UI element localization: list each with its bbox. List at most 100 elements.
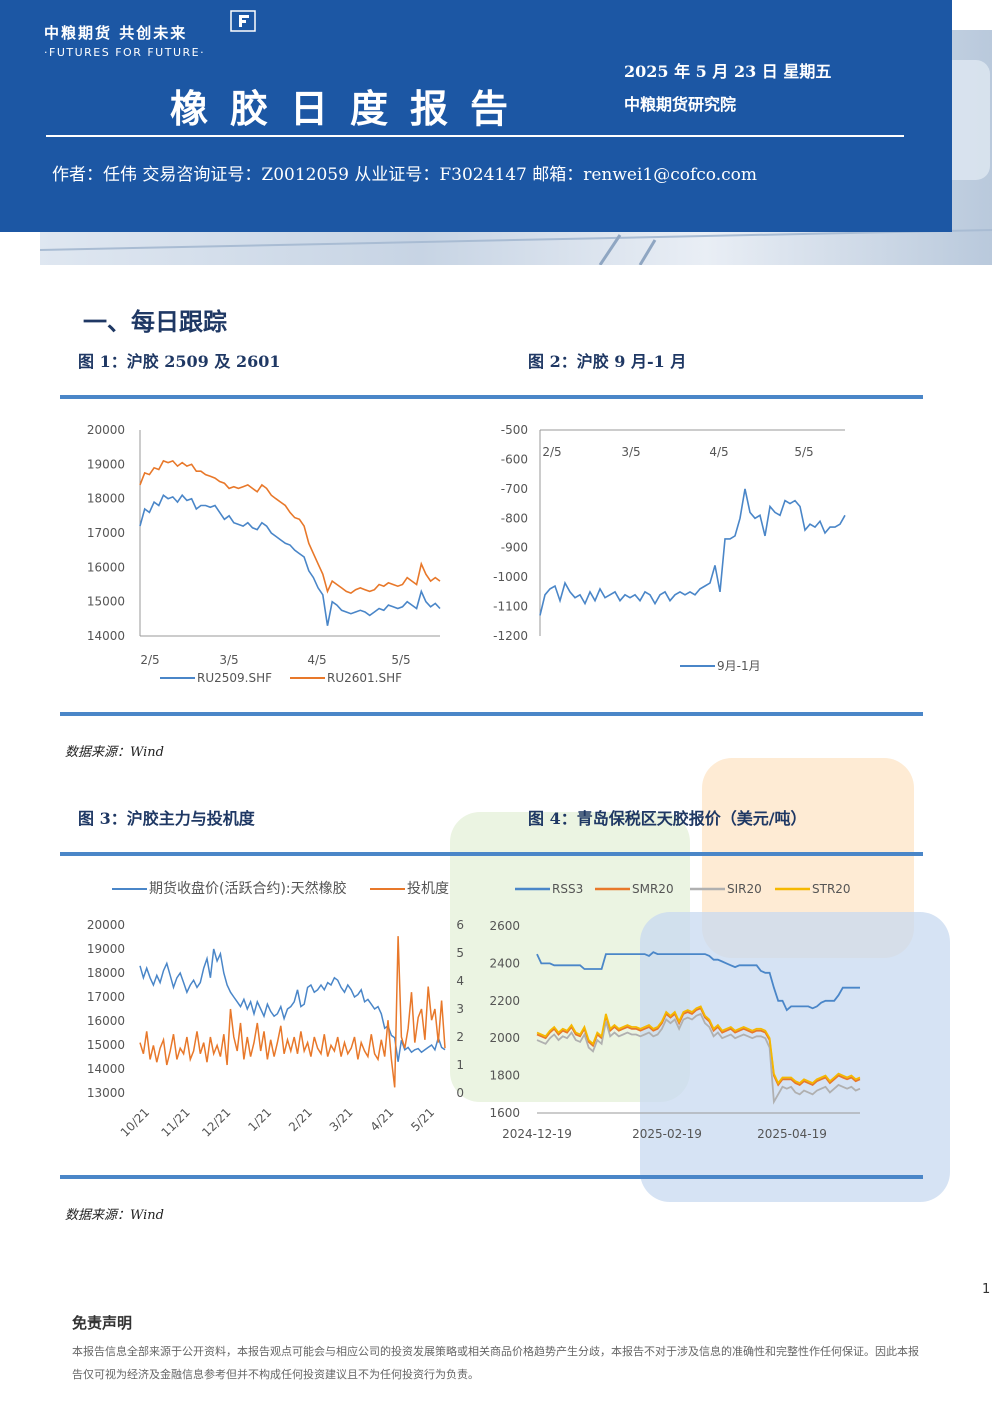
fig3-x-tick-label: 10/21 — [118, 1105, 152, 1139]
fig3-title: 图 3：沪胶主力与投机度 — [78, 809, 255, 828]
fig4-y-tick-label: 1600 — [489, 1106, 520, 1120]
fig3-y2-tick-label: 0 — [456, 1086, 464, 1100]
fig1-legend-label: RU2509.SHF — [197, 671, 272, 685]
section-title: 一、每日跟踪 — [83, 308, 227, 336]
fig3-chart: 20000 19000 18000 17000 16000 15000 14000 13000… — [87, 880, 464, 1140]
fig4-chart: 2600 2400 2200 2000 1800 1600 2024-12-19 2025-0… — [489, 882, 861, 1141]
fig2-x-tick-label: 5/5 — [794, 445, 813, 459]
fig4-series-line — [536, 951, 860, 1012]
fig1-x-tick-label: 5/5 — [391, 653, 410, 667]
fig3-y2-tick-label: 5 — [456, 946, 464, 960]
fig3-legend-label: 投机度 — [407, 881, 449, 897]
fig4-y-tick-label: 2200 — [489, 994, 520, 1008]
fig4-legend-label: SMR20 — [632, 882, 674, 896]
fig3-y2-tick-label: 3 — [456, 1002, 464, 1016]
report-date: 2025 年 5 月 23 日 星期五 — [624, 62, 832, 81]
fig1-y-tick-label: 16000 — [87, 560, 125, 574]
fig3-y-tick-label: 15000 — [87, 1038, 125, 1052]
fig4-series-line — [536, 1005, 861, 1085]
fig1-chart: 20000 19000 18000 17000 16000 15000 14000 2/5 3/… — [87, 423, 441, 685]
fig2-title: 图 2：沪胶 9 月-1 月 — [528, 352, 687, 371]
disclaimer-text: 本报告信息全部来源于公开资料，本报告观点可能会与相应公司的投资发展策略或相关商品… — [72, 1345, 919, 1381]
logo-mark-icon — [230, 10, 256, 32]
fig3-y2-tick-label: 2 — [456, 1030, 464, 1044]
fig4-legend-label: RSS3 — [552, 882, 583, 896]
data-source-1: 数据来源：Wind — [65, 745, 164, 760]
fig4-x-tick-label: 2025-04-19 — [757, 1127, 827, 1141]
fig1-y-tick-label: 18000 — [87, 492, 125, 506]
fig1-y-tick-label: 14000 — [87, 629, 125, 643]
fig4-y-tick-label: 2400 — [489, 956, 520, 970]
fig3-x-tick-label: 1/21 — [245, 1105, 274, 1134]
fig3-y-tick-label: 16000 — [87, 1014, 125, 1028]
fig4-series-line — [536, 1007, 861, 1087]
logo-english: ·FUTURES FOR FUTURE· — [44, 46, 206, 59]
fig3-x-tick-label: 12/21 — [199, 1105, 233, 1139]
fig2-y-tick-label: -700 — [501, 482, 528, 496]
fig3-y-tick-label: 20000 — [87, 918, 125, 932]
fig2-y-tick-label: -1000 — [493, 570, 528, 584]
fig4-x-tick-label: 2025-02-19 — [632, 1127, 702, 1141]
fig3-y2-tick-label: 4 — [456, 974, 464, 988]
fig1-y-tick-label: 17000 — [87, 526, 125, 540]
fig3-series-line — [139, 948, 446, 1062]
fig2-y-tick-label: -800 — [501, 511, 528, 525]
fig1-x-tick-label: 3/5 — [219, 653, 238, 667]
fig2-y-tick-label: -500 — [501, 423, 528, 437]
fig1-series-line — [139, 459, 441, 594]
fig2-x-tick-label: 3/5 — [621, 445, 640, 459]
fig2-y-tick-label: -900 — [501, 541, 528, 555]
fig2-y-tick-label: -1100 — [493, 600, 528, 614]
author-line: 作者：任伟 交易咨询证号：Z0012059 从业证号：F3024147 邮箱：r… — [52, 165, 758, 185]
figure-row2-top-rule — [60, 852, 923, 856]
fig2-legend-label: 9月-1月 — [717, 659, 761, 673]
fig1-y-tick-label: 20000 — [87, 423, 125, 437]
fig1-y-tick-label: 19000 — [87, 457, 125, 471]
fig2-y-tick-label: -600 — [501, 452, 528, 466]
fig3-y2-tick-label: 1 — [456, 1058, 464, 1072]
fig3-x-tick-label: 5/21 — [408, 1105, 437, 1134]
fig4-y-tick-label: 2000 — [489, 1031, 520, 1045]
figure-row1-top-rule — [60, 395, 923, 399]
fig3-y-tick-label: 13000 — [87, 1086, 125, 1100]
fig2-x-tick-label: 2/5 — [542, 445, 561, 459]
fig1-y-tick-label: 15000 — [87, 595, 125, 609]
fig1-title: 图 1：沪胶 2509 及 2601 — [78, 352, 281, 371]
fig3-y-tick-label: 14000 — [87, 1062, 125, 1076]
research-institute: 中粮期货研究院 — [624, 95, 737, 114]
fig3-x-tick-label: 2/21 — [286, 1105, 315, 1134]
fig3-legend-label: 期货收盘价(活跃合约):天然橡胶 — [149, 880, 347, 897]
fig1-x-tick-label: 4/5 — [307, 653, 326, 667]
fig1-x-tick-label: 2/5 — [140, 653, 159, 667]
fig4-legend-label: STR20 — [812, 882, 851, 896]
fig4-y-tick-label: 1800 — [489, 1069, 520, 1083]
fig2-x-tick-label: 4/5 — [709, 445, 728, 459]
figure-row1-bottom-rule — [60, 712, 923, 716]
fig3-series-line — [139, 936, 446, 1088]
figure-row2-bottom-rule — [60, 1175, 923, 1179]
fig4-title: 图 4：青岛保税区天胶报价（美元/吨） — [528, 809, 807, 828]
fig3-y-tick-label: 17000 — [87, 990, 125, 1004]
fig4-y-tick-label: 2600 — [489, 919, 520, 933]
company-logo: 中粮期货 共创未来 ·FUTURES FOR FUTURE· — [44, 22, 205, 59]
fig1-series-line — [139, 493, 441, 626]
header-divider — [46, 135, 904, 137]
fig2-series-line — [539, 488, 846, 616]
fig3-x-tick-label: 11/21 — [158, 1105, 192, 1139]
fig1-legend-label: RU2601.SHF — [327, 671, 402, 685]
data-source-2: 数据来源：Wind — [65, 1208, 164, 1223]
disclaimer-title: 免责声明 — [72, 1314, 133, 1332]
fig4-legend-label: SIR20 — [727, 882, 762, 896]
fig3-y2-tick-label: 6 — [456, 918, 464, 932]
fig3-y-tick-label: 19000 — [87, 942, 125, 956]
fig3-y-tick-label: 18000 — [87, 966, 125, 980]
logo-chinese: 中粮期货 共创未来 — [44, 24, 188, 42]
fig4-x-tick-label: 2024-12-19 — [502, 1127, 572, 1141]
fig3-x-tick-label: 4/21 — [367, 1105, 396, 1134]
fig4-series-line — [536, 1012, 861, 1105]
header-band: 中粮期货 共创未来 ·FUTURES FOR FUTURE· 橡胶日度报告 20… — [0, 0, 952, 232]
fig2-chart: -500 -600 -700 -800 -900 -1000 -1100 -1200 2/5 3/… — [493, 423, 846, 673]
fig3-x-tick-label: 3/21 — [327, 1105, 356, 1134]
page-number: 1 — [982, 1282, 991, 1297]
decor-blue-blob — [640, 912, 950, 1202]
